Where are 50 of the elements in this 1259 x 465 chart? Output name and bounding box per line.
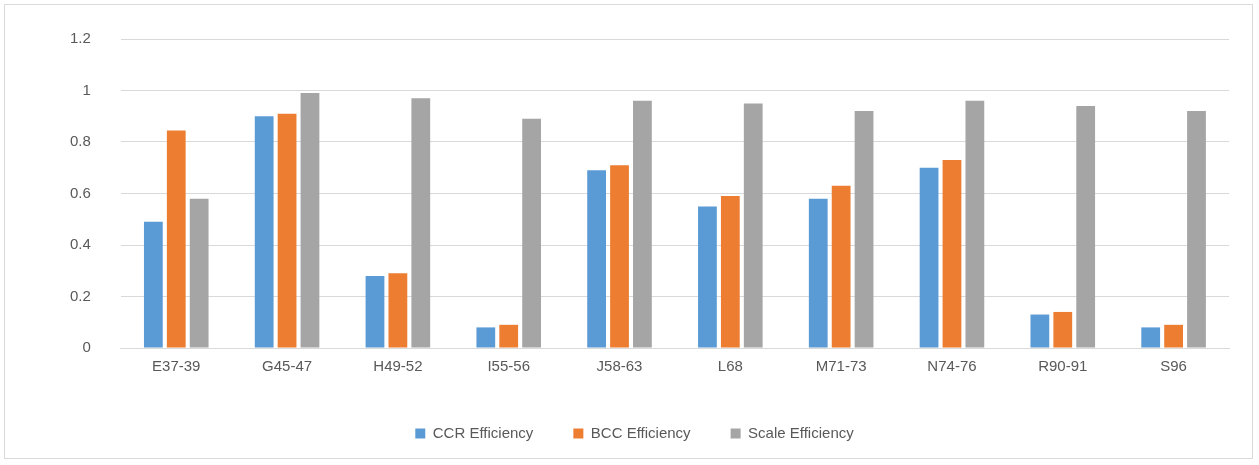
bar	[254, 116, 274, 348]
legend-label: BCC Efficiency	[590, 423, 692, 441]
bar	[499, 324, 519, 348]
x-tick-label: J58-63	[596, 357, 643, 375]
y-tick-label: 0.6	[69, 183, 91, 201]
bar	[411, 98, 431, 348]
bar	[1076, 105, 1096, 348]
bar	[522, 118, 541, 348]
legend-label: Scale Efficiency	[748, 423, 855, 441]
bar	[166, 130, 186, 348]
legend-label: CCR Efficiency	[432, 423, 534, 441]
x-tick-label: S96	[1160, 357, 1187, 375]
bar	[300, 93, 320, 348]
bar	[633, 100, 652, 348]
bar	[942, 160, 962, 348]
y-tick-label: 1.2	[69, 29, 91, 47]
x-tick-label: I55-56	[487, 357, 530, 375]
x-tick-label: R90-91	[1038, 357, 1088, 375]
bar	[189, 198, 209, 348]
bar	[610, 165, 629, 348]
x-tick-label: E37-39	[152, 357, 201, 375]
bar	[388, 273, 408, 348]
bar	[743, 103, 763, 348]
bar	[831, 185, 851, 348]
y-tick-label: 1	[82, 80, 91, 98]
bar	[698, 206, 717, 348]
bar	[277, 113, 297, 348]
bar	[854, 111, 874, 348]
y-tick-label: 0.4	[69, 235, 91, 253]
x-tick-label: M71-73	[815, 357, 867, 375]
bar	[1030, 314, 1050, 348]
bar	[720, 196, 740, 348]
bar	[919, 167, 939, 348]
x-tick-label: H49-52	[373, 357, 423, 375]
bar	[143, 221, 163, 348]
bar	[365, 275, 385, 348]
bar	[476, 327, 496, 348]
bar	[965, 100, 985, 348]
bar	[1141, 327, 1161, 348]
bar	[587, 170, 607, 348]
x-tick-label: G45-47	[262, 357, 313, 375]
y-tick-label: 0.8	[69, 132, 91, 150]
x-tick-label: N74-76	[927, 357, 977, 375]
bar	[1187, 111, 1206, 348]
bar	[808, 198, 828, 348]
bar	[1164, 324, 1183, 348]
y-tick-label: 0	[82, 338, 91, 356]
bar	[1053, 311, 1073, 348]
y-tick-label: 0.2	[69, 286, 91, 304]
x-tick-label: L68	[717, 357, 743, 375]
